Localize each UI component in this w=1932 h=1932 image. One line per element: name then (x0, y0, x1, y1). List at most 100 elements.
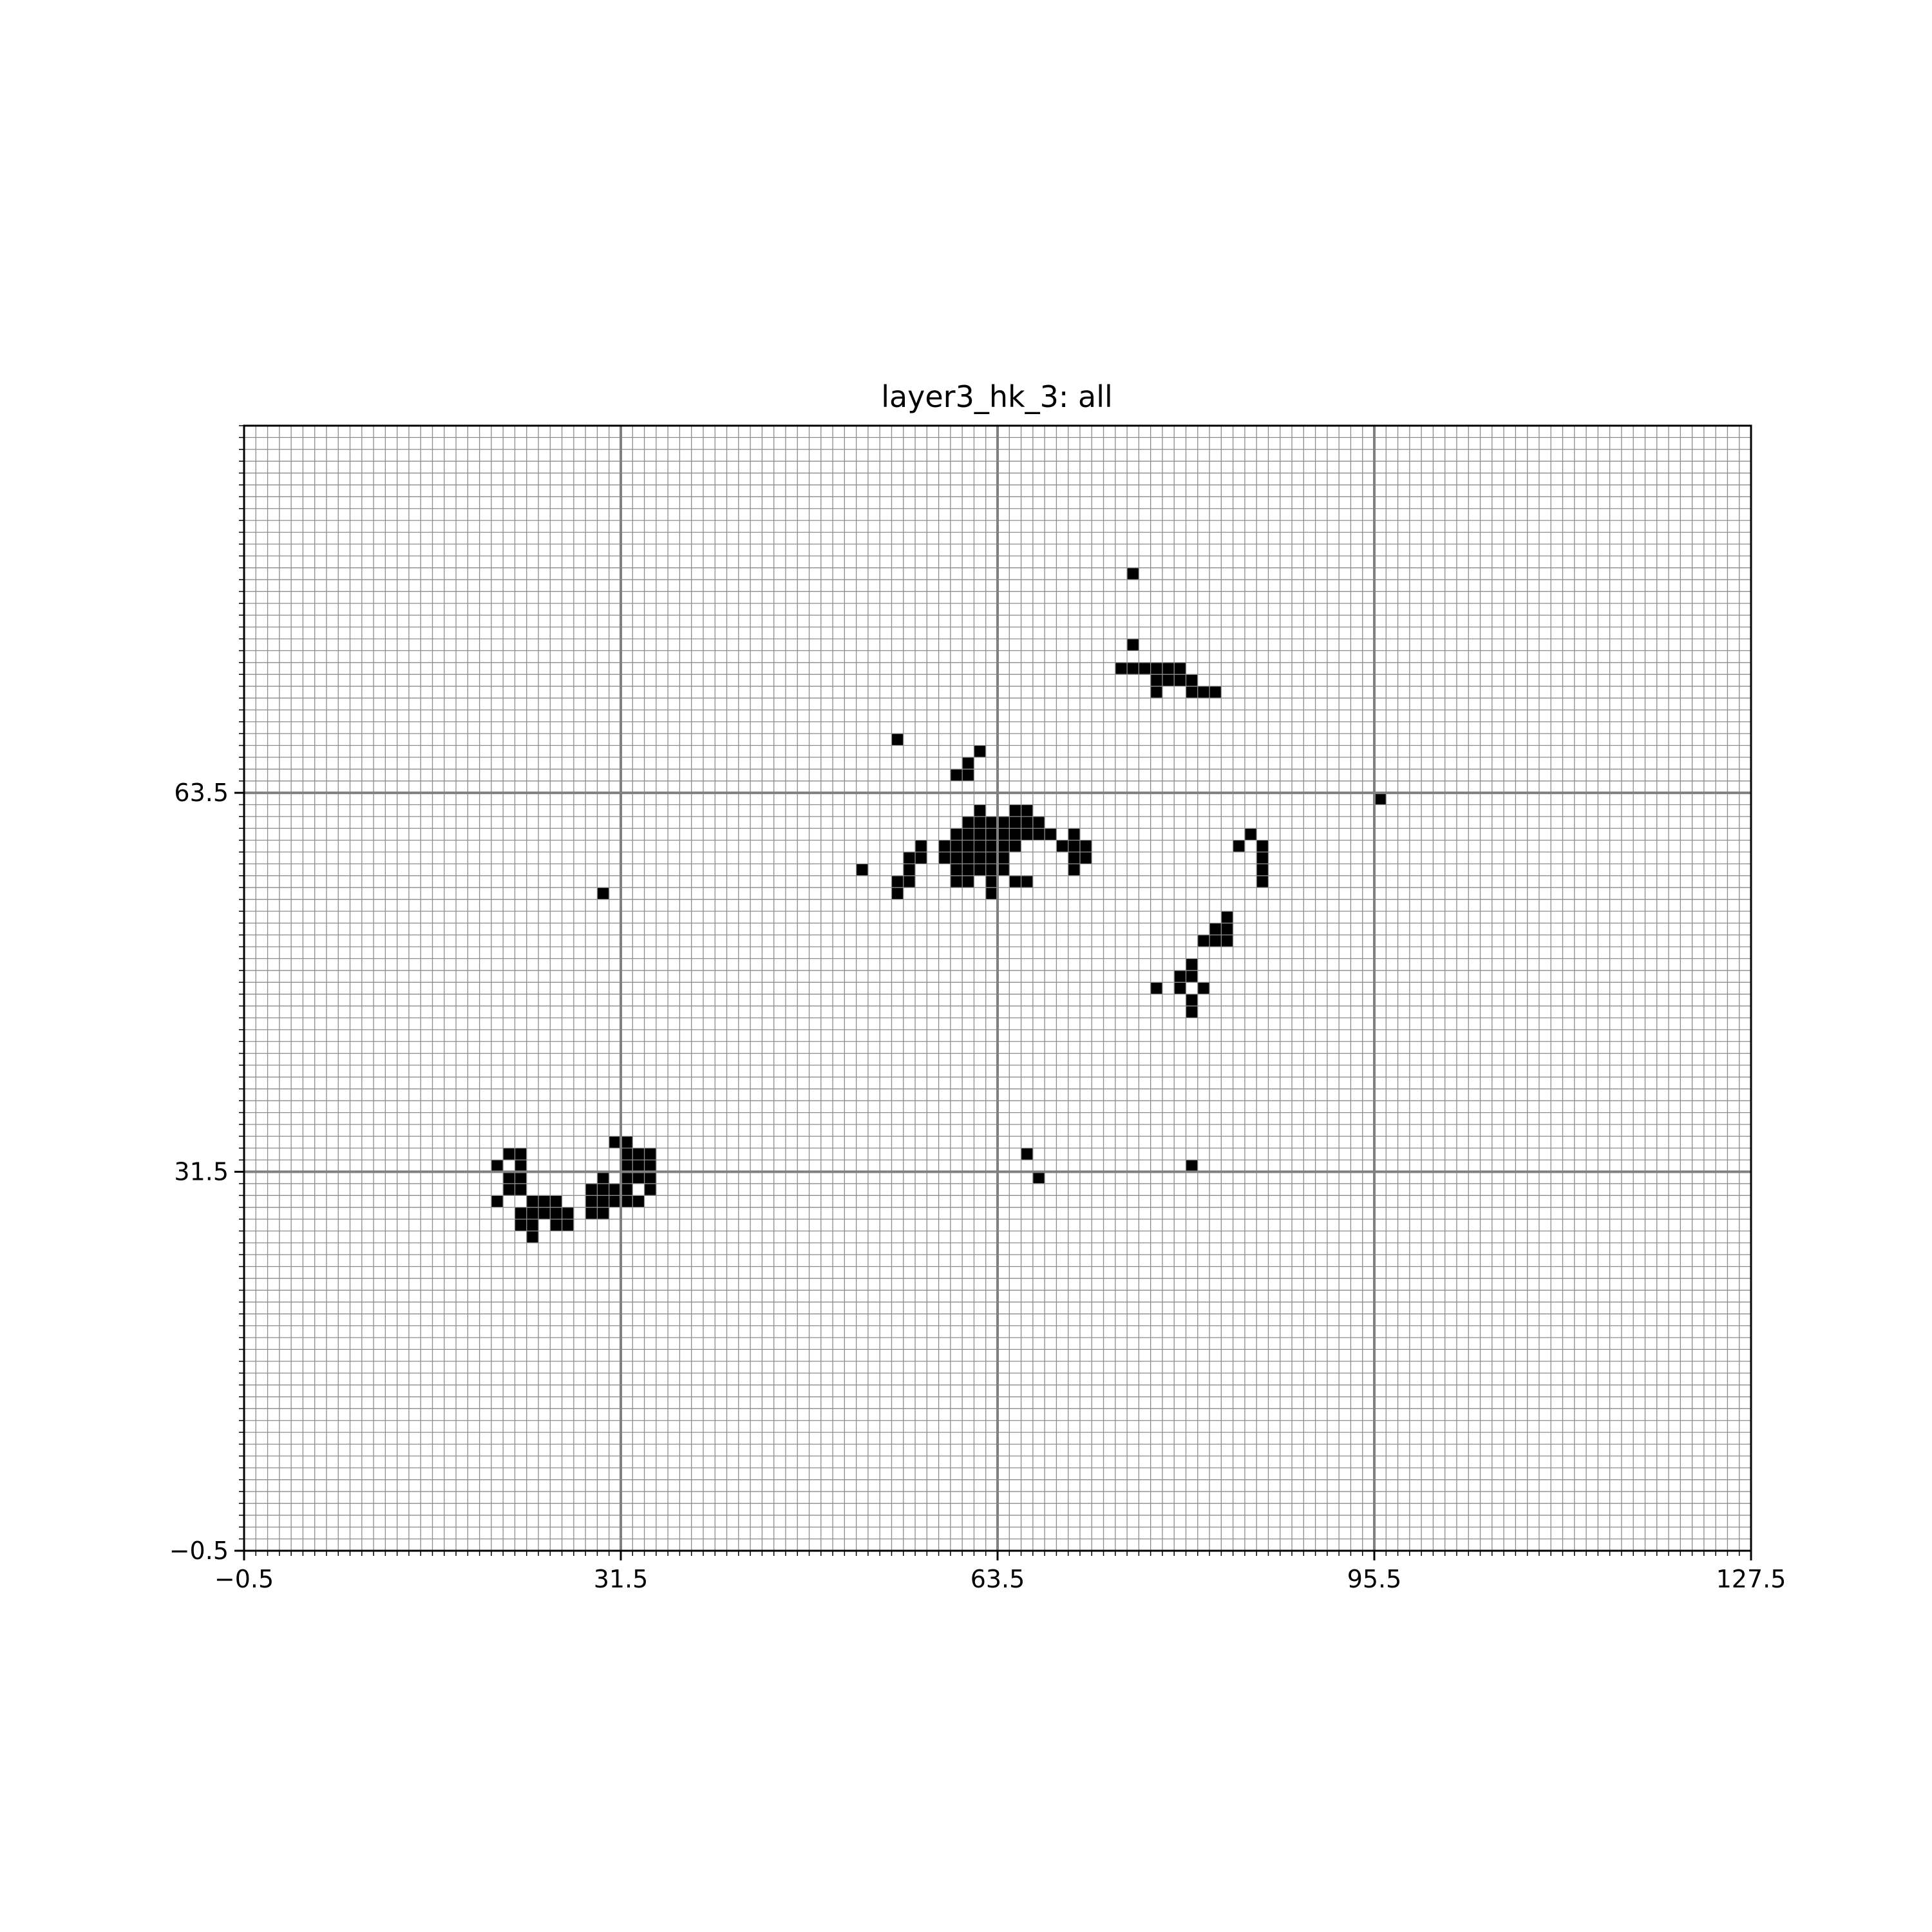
filled-cell (950, 875, 963, 888)
filled-cell (950, 864, 963, 876)
filled-cell (974, 828, 986, 840)
filled-cell (962, 816, 974, 829)
filled-cell (644, 1148, 656, 1160)
filled-cell (985, 875, 998, 888)
filled-cell (1127, 662, 1139, 675)
filled-cell (1209, 923, 1222, 935)
filled-cell (985, 828, 998, 840)
filled-cell (950, 852, 963, 864)
filled-cell (1374, 793, 1387, 805)
filled-cell (1079, 852, 1092, 864)
filled-cell (915, 840, 927, 853)
filled-cell (550, 1219, 562, 1231)
filled-cell (585, 1207, 598, 1220)
filled-cell (1032, 816, 1045, 829)
filled-cell (962, 828, 974, 840)
filled-cell (962, 864, 974, 876)
filled-cell (1056, 840, 1068, 853)
filled-cell (998, 816, 1010, 829)
filled-cell (491, 1160, 504, 1172)
y-tick-label: −0.5 (169, 1537, 229, 1565)
x-tick-label: −0.5 (214, 1565, 274, 1593)
filled-cell (503, 1183, 515, 1196)
filled-cell (1209, 686, 1222, 698)
filled-cell (585, 1183, 598, 1196)
filled-cell (998, 852, 1010, 864)
filled-cell (621, 1148, 633, 1160)
filled-cell (1162, 662, 1175, 675)
filled-cell (974, 840, 986, 853)
filled-cell (621, 1160, 633, 1172)
filled-cell (597, 1195, 609, 1208)
filled-cell (1150, 982, 1162, 994)
filled-cell (985, 852, 998, 864)
filled-cell (526, 1231, 539, 1243)
filled-cell (950, 828, 963, 840)
filled-cell (891, 875, 904, 888)
filled-cell (1032, 828, 1045, 840)
filled-cell (621, 1136, 633, 1148)
filled-cell (1197, 934, 1210, 947)
filled-cell (1174, 662, 1186, 675)
x-tick-label: 31.5 (594, 1565, 649, 1593)
filled-cell (550, 1207, 562, 1220)
filled-cell (1127, 567, 1139, 580)
plot-area (243, 424, 1752, 1552)
filled-cell (515, 1160, 527, 1172)
filled-cell (1150, 674, 1162, 687)
filled-cell (1068, 840, 1080, 853)
filled-cell (526, 1207, 539, 1220)
filled-cell (962, 875, 974, 888)
filled-cell (1045, 828, 1057, 840)
filled-cell (632, 1171, 645, 1184)
filled-cell (644, 1160, 656, 1172)
filled-cell (962, 757, 974, 770)
filled-cell (1032, 1171, 1045, 1184)
filled-cell (503, 1171, 515, 1184)
filled-cell (503, 1148, 515, 1160)
x-tick-label: 127.5 (1716, 1565, 1786, 1593)
filled-cell (1209, 934, 1222, 947)
filled-cell (1256, 864, 1269, 876)
filled-cell (985, 887, 998, 900)
filled-cell (974, 745, 986, 757)
filled-cell (609, 1195, 621, 1208)
filled-cell (1009, 875, 1021, 888)
filled-cell (609, 1136, 621, 1148)
filled-cell (644, 1183, 656, 1196)
filled-cell (1009, 840, 1021, 853)
filled-cell (1244, 828, 1257, 840)
filled-cell (597, 1171, 609, 1184)
filled-cell (1197, 982, 1210, 994)
filled-cell (915, 852, 927, 864)
filled-cell (1139, 662, 1151, 675)
filled-cell (974, 852, 986, 864)
filled-cell (597, 887, 609, 900)
filled-cell (1079, 840, 1092, 853)
filled-cell (1174, 970, 1186, 983)
filled-cell (1174, 674, 1186, 687)
filled-cell (1068, 864, 1080, 876)
filled-cell (891, 734, 904, 746)
filled-cell (1186, 686, 1198, 698)
filled-cell (1174, 982, 1186, 994)
filled-cell (609, 1183, 621, 1196)
filled-cell (1068, 828, 1080, 840)
y-axis: −0.5 31.5 63.5 (169, 425, 244, 1565)
x-axis: −0.5 31.5 63.5 95.5 127.5 (214, 1551, 1786, 1593)
filled-cell (562, 1207, 574, 1220)
filled-cell (1221, 934, 1233, 947)
filled-cell (1127, 639, 1139, 651)
filled-cell (585, 1195, 598, 1208)
filled-cell (1150, 686, 1162, 698)
filled-cell (974, 804, 986, 817)
filled-cell (903, 875, 916, 888)
filled-cell (985, 816, 998, 829)
filled-cell (1256, 852, 1269, 864)
filled-cell (962, 852, 974, 864)
filled-cell (515, 1171, 527, 1184)
filled-cell (562, 1219, 574, 1231)
filled-cell (515, 1183, 527, 1196)
filled-cell (1256, 840, 1269, 853)
filled-cell (1221, 923, 1233, 935)
